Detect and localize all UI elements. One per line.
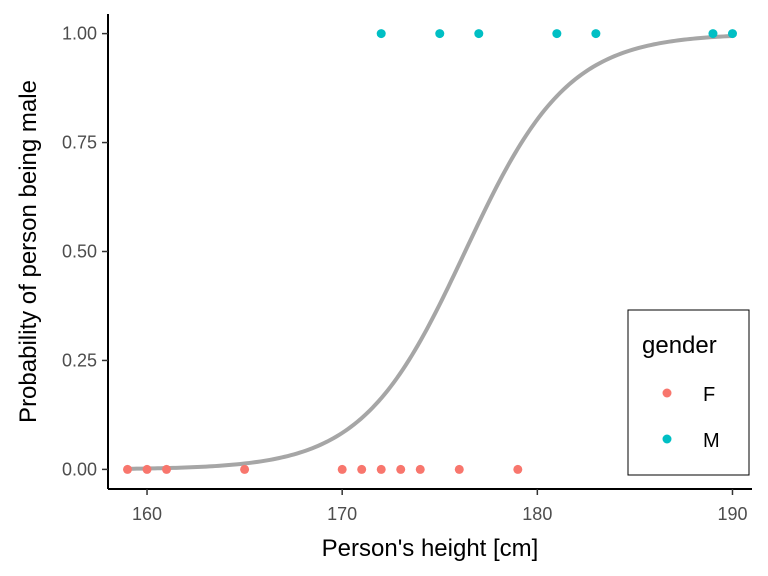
- legend: gender F M: [627, 309, 750, 476]
- legend-label-f: F: [703, 384, 715, 406]
- point-m: [591, 29, 601, 39]
- point-m: [727, 29, 737, 39]
- y-tick-label: 1.00: [62, 24, 97, 44]
- x-axis-title: Person's height [cm]: [322, 535, 539, 562]
- fit-curve: [125, 33, 735, 471]
- legend-key-f: [662, 388, 672, 398]
- y-axis-title: Probability of person being male: [15, 80, 42, 423]
- point-f: [142, 464, 152, 474]
- point-m: [474, 29, 484, 39]
- point-m: [435, 29, 445, 39]
- point-m: [708, 29, 718, 39]
- point-m: [552, 29, 562, 39]
- point-f: [513, 464, 523, 474]
- x-tick-label: 190: [717, 504, 747, 524]
- fit-curve-group: [125, 33, 735, 471]
- x-tick-label: 180: [522, 504, 552, 524]
- x-tick-label: 170: [327, 504, 357, 524]
- point-m: [376, 29, 386, 39]
- legend-title: gender: [642, 332, 717, 359]
- point-f: [357, 464, 367, 474]
- x-tick-label: 160: [132, 504, 162, 524]
- x-ticks: 160 170 180 190: [132, 489, 748, 524]
- points-group: [123, 29, 737, 474]
- point-f: [240, 464, 250, 474]
- point-f: [396, 464, 406, 474]
- y-ticks: 0.00 0.25 0.50 0.75 1.00: [62, 24, 108, 479]
- y-tick-label: 0.75: [62, 133, 97, 153]
- point-f: [454, 464, 464, 474]
- legend-label-m: M: [703, 430, 720, 452]
- point-f: [337, 464, 347, 474]
- y-tick-label: 0.25: [62, 350, 97, 370]
- legend-key-m: [662, 434, 672, 444]
- point-f: [123, 464, 133, 474]
- point-f: [162, 464, 172, 474]
- y-tick-label: 0.00: [62, 459, 97, 479]
- point-f: [415, 464, 425, 474]
- legend-box: [627, 309, 750, 476]
- point-f: [376, 464, 386, 474]
- y-tick-label: 0.50: [62, 242, 97, 262]
